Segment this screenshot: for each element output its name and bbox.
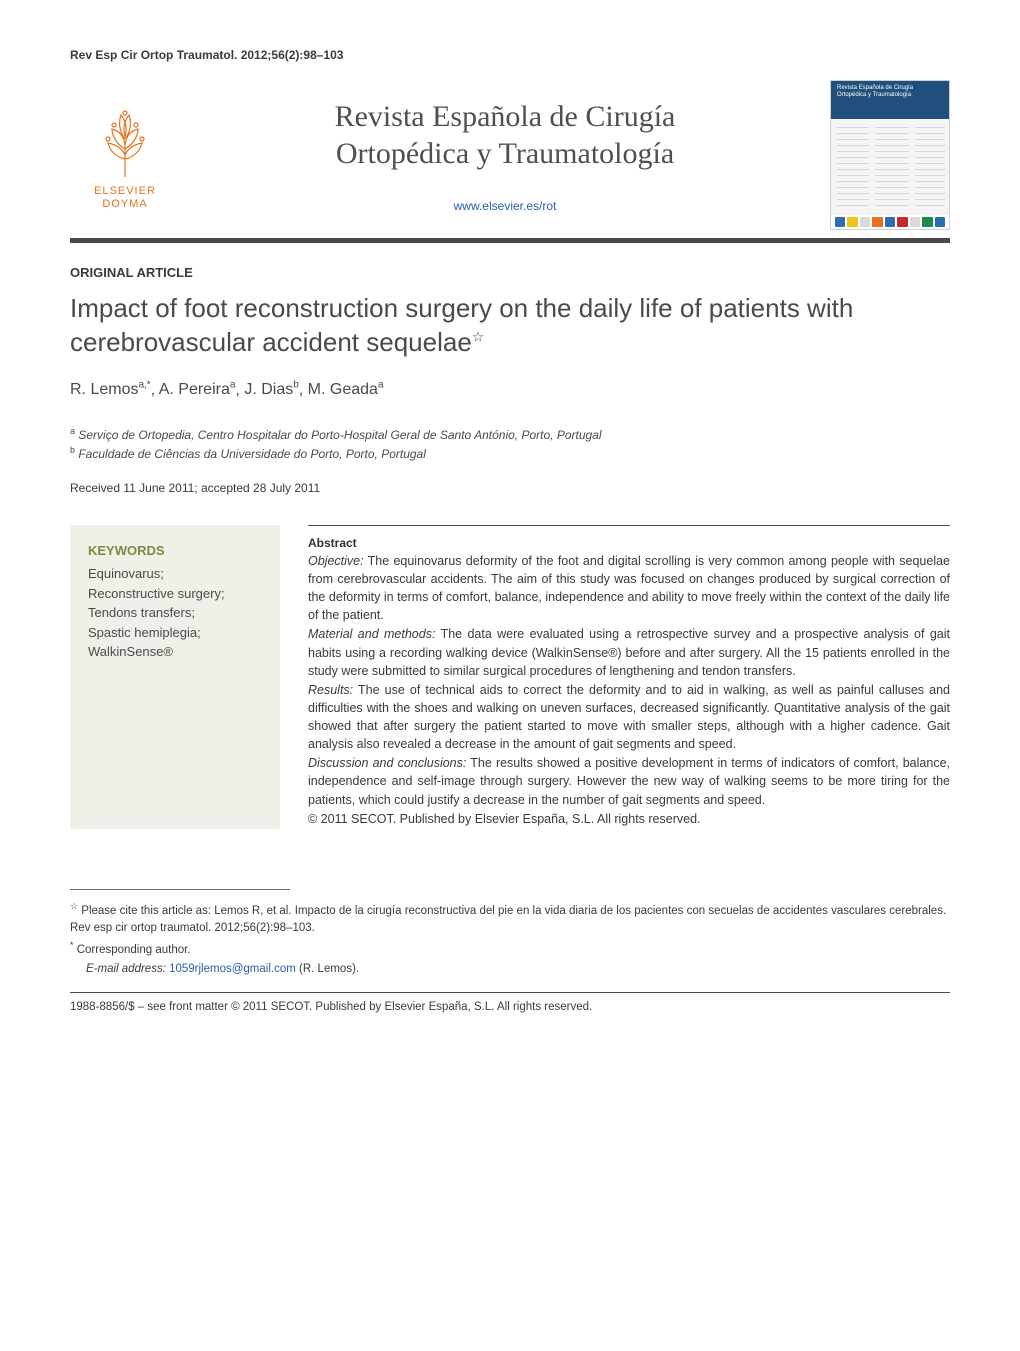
elsevier-tree-icon bbox=[88, 99, 162, 179]
cover-foot-chip bbox=[835, 217, 845, 227]
cover-foot-chip bbox=[897, 217, 907, 227]
journal-url[interactable]: www.elsevier.es/rot bbox=[454, 199, 557, 213]
cover-top-banner: Revista Española de Cirugía Ortopédica y… bbox=[831, 81, 949, 119]
abstract-paragraph: Material and methods: The data were eval… bbox=[308, 625, 950, 679]
section-label: ORIGINAL ARTICLE bbox=[70, 265, 950, 280]
keyword-item: WalkinSense® bbox=[88, 642, 262, 662]
journal-title-block: Revista Española de Cirugía Ortopédica y… bbox=[200, 98, 810, 213]
corresponding-email[interactable]: 1059rjlemos@gmail.com bbox=[169, 963, 296, 975]
article-dates: Received 11 June 2011; accepted 28 July … bbox=[70, 481, 950, 495]
email-suffix: (R. Lemos). bbox=[296, 963, 359, 975]
affiliation: a Serviço de Ortopedia, Centro Hospitala… bbox=[70, 425, 950, 444]
email-label: E-mail address: bbox=[86, 963, 166, 975]
publisher-logo: ELSEVIER DOYMA bbox=[70, 90, 180, 220]
cover-foot-chip bbox=[860, 217, 870, 227]
keyword-item: Spastic hemiplegia; bbox=[88, 623, 262, 643]
cover-foot-chip bbox=[910, 217, 920, 227]
cover-foot-icons bbox=[831, 215, 949, 229]
footnotes-rule bbox=[70, 889, 290, 890]
masthead: ELSEVIER DOYMA Revista Española de Cirug… bbox=[70, 80, 950, 230]
abstract-top-rule bbox=[308, 525, 950, 526]
affiliations: a Serviço de Ortopedia, Centro Hospitala… bbox=[70, 425, 950, 463]
abstract-paragraph: Objective: The equinovarus deformity of … bbox=[308, 552, 950, 625]
bottom-rule bbox=[70, 992, 950, 993]
cover-foot-chip bbox=[935, 217, 945, 227]
running-head: Rev Esp Cir Ortop Traumatol. 2012;56(2):… bbox=[70, 48, 950, 62]
affiliation: b Faculdade de Ciências da Universidade … bbox=[70, 444, 950, 463]
abstract-copyright: © 2011 SECOT. Published by Elsevier Espa… bbox=[308, 810, 950, 828]
author: J. Diasb bbox=[244, 381, 298, 398]
corr-footnote-text: Corresponding author. bbox=[74, 944, 191, 956]
article-title-text: Impact of foot reconstruction surgery on… bbox=[70, 293, 853, 357]
cite-footnote-text: Please cite this article as: Lemos R, et… bbox=[70, 905, 946, 934]
abstract-heading: Abstract bbox=[308, 536, 950, 550]
abstract-paragraph: Results: The use of technical aids to co… bbox=[308, 681, 950, 754]
article-title: Impact of foot reconstruction surgery on… bbox=[70, 292, 950, 360]
abstract-paragraph: Discussion and conclusions: The results … bbox=[308, 754, 950, 808]
footnotes: ☆ Please cite this article as: Lemos R, … bbox=[70, 900, 950, 979]
keywords-box: KEYWORDS Equinovarus;Reconstructive surg… bbox=[70, 525, 280, 829]
title-footnote-mark: ☆ bbox=[472, 328, 485, 344]
journal-title-line1: Revista Española de Cirugía bbox=[335, 100, 676, 133]
author: R. Lemosa,* bbox=[70, 381, 151, 398]
publisher-name-2: DOYMA bbox=[102, 198, 147, 210]
cover-foot-chip bbox=[885, 217, 895, 227]
keywords-heading: KEYWORDS bbox=[88, 541, 262, 561]
keyword-item: Reconstructive surgery; bbox=[88, 584, 262, 604]
cover-foot-chip bbox=[847, 217, 857, 227]
cite-footnote-mark: ☆ bbox=[70, 901, 78, 911]
journal-title-line2: Ortopédica y Traumatología bbox=[336, 137, 674, 170]
cover-foot-chip bbox=[922, 217, 932, 227]
bottom-copyright: 1988-8856/$ – see front matter © 2011 SE… bbox=[70, 1001, 950, 1013]
abstract-column: Abstract Objective: The equinovarus defo… bbox=[280, 525, 950, 829]
author-list: R. Lemosa,*, A. Pereiraa, J. Diasb, M. G… bbox=[70, 380, 950, 399]
cover-foot-chip bbox=[872, 217, 882, 227]
keyword-item: Tendons transfers; bbox=[88, 603, 262, 623]
journal-cover-thumbnail: Revista Española de Cirugía Ortopédica y… bbox=[830, 80, 950, 230]
publisher-name-1: ELSEVIER bbox=[94, 185, 156, 197]
author: A. Pereiraa bbox=[159, 381, 236, 398]
author: M. Geadaa bbox=[308, 381, 384, 398]
keyword-item: Equinovarus; bbox=[88, 564, 262, 584]
masthead-rule bbox=[70, 238, 950, 243]
cover-title: Revista Española de Cirugía Ortopédica y… bbox=[837, 85, 913, 98]
